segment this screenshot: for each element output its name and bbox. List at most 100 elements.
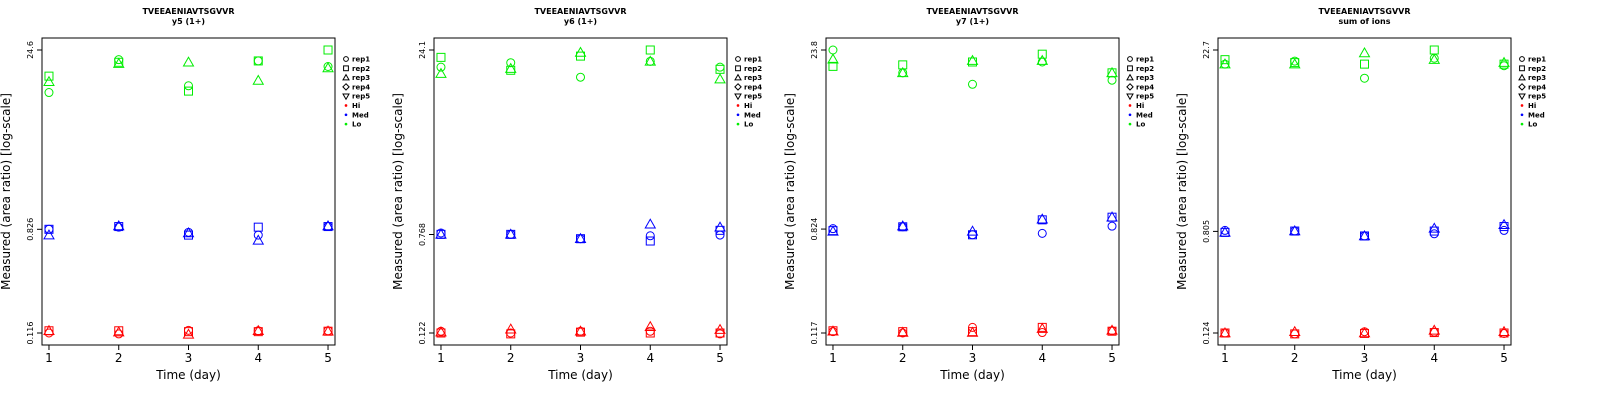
legend-symbol xyxy=(1127,65,1133,72)
data-point xyxy=(715,230,725,240)
x-tick-label: 4 xyxy=(254,351,262,365)
data-point xyxy=(43,75,55,86)
data-point xyxy=(1036,322,1049,333)
data-points xyxy=(827,45,1118,338)
legend-symbol xyxy=(344,122,348,126)
plot-frame xyxy=(433,37,728,346)
plot-frame xyxy=(825,37,1120,346)
data-point xyxy=(1498,325,1510,336)
x-tick-label: 3 xyxy=(1361,351,1369,365)
data-point xyxy=(252,74,265,85)
x-tick-label: 1 xyxy=(829,351,837,365)
data-point xyxy=(828,61,838,71)
legend-label: Med xyxy=(1528,111,1545,119)
data-point xyxy=(435,67,447,78)
data-point xyxy=(1498,218,1510,229)
data-point xyxy=(436,328,446,338)
legend-symbol xyxy=(1518,83,1526,91)
data-point xyxy=(435,326,447,337)
data-point xyxy=(645,236,655,246)
data-point xyxy=(182,56,195,67)
data-point xyxy=(323,45,333,55)
legend-symbol xyxy=(1127,56,1133,62)
y-tick-label: 0.124 xyxy=(1202,322,1211,345)
legend-symbol xyxy=(734,83,742,91)
data-point xyxy=(252,234,265,245)
data-point xyxy=(184,327,193,337)
y-tick-label: 22.7 xyxy=(1202,41,1211,59)
legend-symbol xyxy=(736,122,740,126)
legend-label: Lo xyxy=(1136,121,1145,129)
y-tick-label: 0.768 xyxy=(418,223,427,246)
data-point xyxy=(827,53,839,64)
data-point xyxy=(1037,49,1047,59)
chart-subtitle: y5 (1+) xyxy=(172,17,205,26)
chart-subtitle: y6 (1+) xyxy=(564,17,597,26)
x-tick-label: 5 xyxy=(1108,351,1116,365)
data-point xyxy=(574,232,587,243)
y-tick-label: 0.805 xyxy=(1202,220,1211,243)
x-axis-label: Time (day) xyxy=(939,368,1005,382)
x-tick-label: 4 xyxy=(1038,351,1046,365)
x-tick-label: 3 xyxy=(577,351,585,365)
data-point xyxy=(252,324,265,336)
data-point xyxy=(182,328,195,339)
x-tick-label: 4 xyxy=(1430,351,1438,365)
legend-label: Lo xyxy=(1528,121,1537,129)
data-point xyxy=(1220,55,1230,65)
data-point xyxy=(323,222,333,232)
data-point xyxy=(1288,58,1301,69)
legend-symbol xyxy=(342,93,350,101)
legend-label: Med xyxy=(352,111,369,119)
data-point xyxy=(645,328,655,338)
x-tick-label: 4 xyxy=(646,351,654,365)
data-point xyxy=(1107,326,1117,336)
legend-label: rep2 xyxy=(1136,65,1154,73)
legend-label: rep5 xyxy=(744,93,762,101)
y-tick-label: 0.117 xyxy=(810,322,819,345)
data-point xyxy=(182,226,195,238)
legend-symbol xyxy=(1520,104,1524,107)
data-point xyxy=(714,73,726,84)
y-tick-label: 24.1 xyxy=(418,41,427,59)
data-point xyxy=(1288,225,1301,236)
legend-label: rep2 xyxy=(352,65,370,73)
legend-label: rep5 xyxy=(352,93,370,101)
data-point xyxy=(715,225,725,235)
legend-label: rep1 xyxy=(1528,56,1546,64)
data-point xyxy=(184,86,193,96)
legend-label: Lo xyxy=(744,121,753,129)
data-point xyxy=(1360,59,1369,69)
legend-label: Hi xyxy=(1136,102,1144,110)
x-tick-label: 2 xyxy=(899,351,907,365)
y-axis-label: Measured (area ratio) [log-scale] xyxy=(0,93,13,290)
data-point xyxy=(1360,328,1369,338)
data-point xyxy=(1036,213,1049,224)
legend-label: rep3 xyxy=(1136,74,1154,82)
y-tick-label: 0.122 xyxy=(418,322,427,345)
data-point xyxy=(253,56,263,66)
legend-symbol xyxy=(342,73,350,81)
data-point xyxy=(966,326,979,337)
legend-symbol xyxy=(342,83,350,91)
data-point xyxy=(1036,54,1049,65)
legend-label: rep5 xyxy=(1136,93,1154,101)
legend-symbol xyxy=(344,104,348,107)
data-point xyxy=(112,57,125,68)
plot-frame xyxy=(1217,37,1512,346)
data-points xyxy=(435,45,726,339)
data-point xyxy=(896,66,909,78)
data-point xyxy=(1428,222,1441,233)
data-point xyxy=(1360,73,1369,83)
data-point xyxy=(1107,221,1117,231)
legend-symbol xyxy=(1126,73,1134,81)
legend-label: rep4 xyxy=(352,83,370,91)
data-point xyxy=(1107,75,1117,85)
data-point xyxy=(966,225,979,236)
legend-label: rep3 xyxy=(744,74,762,82)
data-point xyxy=(112,219,125,231)
x-tick-label: 2 xyxy=(507,351,515,365)
